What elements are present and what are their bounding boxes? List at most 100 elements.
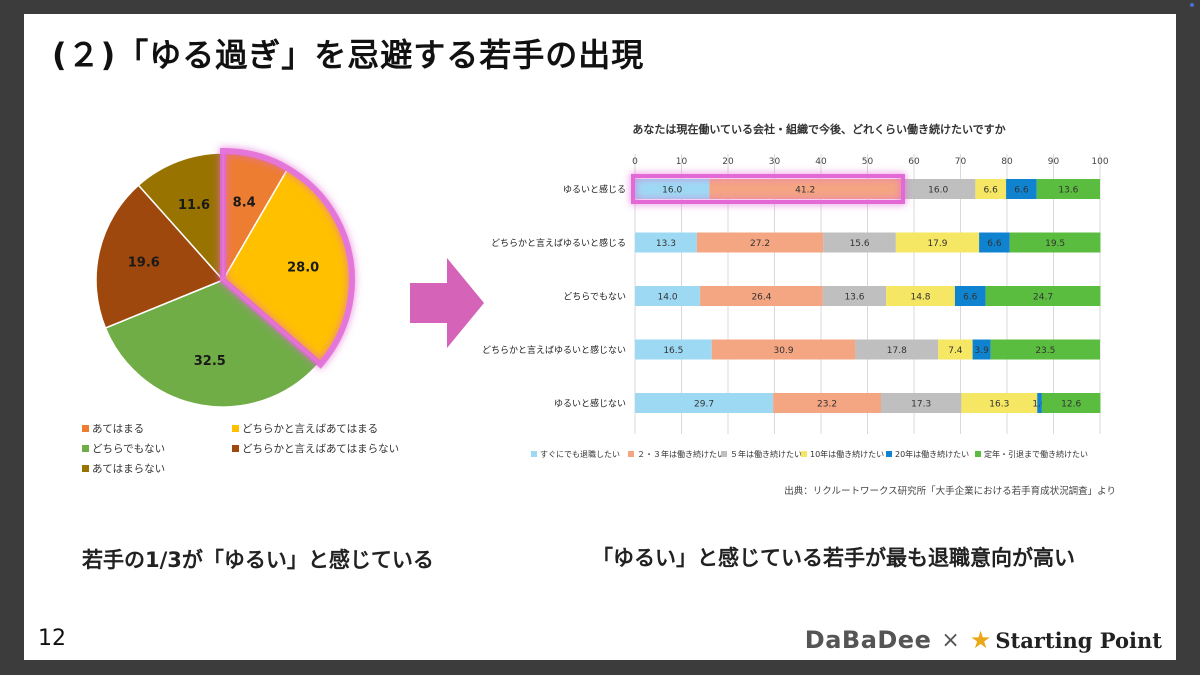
x-tick-label: 90 (1048, 157, 1060, 167)
pie-chart: 8.4 28.0 32.5 19.6 11.6 あてはまる どちらかと言えばあてはまるどち… (82, 147, 399, 475)
stacked-bar-chart: あなたは現在働いている会社・組織で今後、どれくらい働き続けたいですか 0 10 20… (482, 122, 1116, 497)
pie-slice-3 (104, 279, 321, 408)
bar-value-label: 19.5 (1045, 239, 1065, 249)
pie-legend-swatch-3 (82, 445, 89, 452)
bar-value-label: 30.9 (774, 346, 794, 356)
bar-value-label: 24.7 (1033, 293, 1053, 303)
bar-value-label: 6.6 (984, 186, 999, 196)
bar-segment (700, 286, 823, 306)
pie-legend-swatch-2 (232, 425, 239, 432)
bar-segment (696, 232, 824, 253)
bar-segment (886, 286, 955, 306)
bar-value-label: 13.6 (1058, 186, 1078, 196)
bar-value-label: 6.6 (987, 239, 1002, 249)
x-tick-label: 80 (1001, 157, 1013, 167)
bar-value-label: 29.7 (694, 400, 714, 410)
bar-segment (822, 286, 887, 306)
bar-value-label: 12.6 (1061, 400, 1081, 410)
bar-value-label: 14.0 (658, 293, 678, 303)
bar-caption: 「ゆるい」と感じている若手が最も退職意向が高い (592, 546, 1075, 570)
bar-legend-swatch (628, 451, 634, 457)
bar-legend-label: ２・３年は働き続けたい (637, 449, 725, 459)
pie-legend-label-1: あてはまる (92, 423, 144, 435)
bar-segment (895, 232, 980, 253)
bar-legend-label: すぐにでも退職したい (540, 450, 620, 459)
slide: (２)「ゆる過ぎ」を忌避する若手の出現 8.4 28.0 32.5 19.6 11.6 … (24, 14, 1176, 660)
bar-segment (880, 393, 962, 413)
pie-label-1: 8.4 (233, 196, 256, 211)
bar-segment (635, 286, 701, 306)
bar-segment (1009, 232, 1101, 253)
x-tick-label: 30 (769, 157, 781, 167)
source-note: 出典：リクルートワークス研究所「大手企業における若手育成状況調査」より (784, 485, 1116, 497)
bar-value-label: 14.8 (910, 293, 930, 303)
bar-value-label: 27.2 (750, 239, 770, 249)
bar-segment (635, 232, 697, 253)
pie-legend-label-4: どちらかと言えばあてはまらない (242, 442, 399, 455)
bar-legend-swatch (721, 451, 727, 457)
bar-segment (711, 339, 856, 360)
bar-value-label: 16.3 (989, 400, 1009, 410)
bar-category-label: ゆるいと感じない (554, 398, 626, 410)
pie-label-2: 28.0 (287, 261, 319, 276)
pie-slice-4 (95, 184, 225, 329)
bar-segment (985, 286, 1101, 306)
bar-segment (855, 339, 939, 360)
bar-value-label: 23.5 (1035, 346, 1055, 356)
bar-category-label: ゆるいと感じる (563, 184, 626, 196)
bar-segment (975, 179, 1007, 199)
x-tick-label: 50 (862, 157, 874, 167)
pie-legend-swatch-5 (82, 465, 89, 472)
bar-segment (1006, 179, 1037, 199)
bar-segment (1037, 393, 1042, 413)
bar-segment (709, 179, 901, 199)
x-tick-label: 10 (676, 157, 688, 167)
pie-label-5: 11.6 (178, 198, 210, 213)
bar-segment (938, 339, 973, 360)
bar-legend-label: 20年は働き続けたい (895, 449, 969, 459)
brand-logo: DaBaDee × ★ Starting Point (805, 626, 1162, 654)
bar-value-label: 17.9 (927, 239, 947, 249)
pie-slice-5 (137, 152, 224, 282)
bar-value-label: 26.4 (751, 293, 771, 303)
bar-value-label: 16.0 (662, 186, 682, 196)
bar-legend-label: 10年は働き続けたい (810, 449, 884, 459)
corner-indicator (1190, 3, 1194, 7)
x-tick-label: 60 (908, 157, 920, 167)
bar-value-label: 6.6 (963, 293, 978, 303)
x-tick-label: 100 (1091, 157, 1108, 167)
x-tick-label: 40 (815, 157, 827, 167)
pie-legend-label-3: どちらでもない (92, 443, 165, 455)
pie-label-3: 32.5 (194, 354, 226, 369)
bar-value-label: 13.6 (844, 293, 864, 303)
bar-segment (823, 232, 896, 253)
bar-segment (900, 179, 976, 199)
pie-legend-label-2: どちらかと言えばあてはまる (242, 422, 378, 435)
pie-label-4: 19.6 (128, 256, 160, 271)
bar-value-label: 1.0 (1032, 400, 1047, 410)
slide-title: (２)「ゆる過ぎ」を忌避する若手の出現 (52, 36, 645, 74)
page-number: 12 (38, 626, 66, 651)
bar-legend-label: ５年は働き続けたい (730, 449, 802, 459)
bar-segment (954, 286, 986, 306)
bar-segment (635, 393, 774, 413)
bar-legend-label: 定年・引退まで働き続けたい (984, 449, 1088, 459)
x-tick-label: 70 (955, 157, 967, 167)
bar-value-label: 17.3 (911, 400, 931, 410)
bar-legend-swatch (801, 451, 807, 457)
bar-segment (979, 232, 1010, 253)
bar-value-label: 6.6 (1014, 186, 1029, 196)
bar-highlight (631, 174, 905, 204)
bar-value-label: 23.2 (817, 400, 837, 410)
logo-separator: × (941, 627, 960, 653)
x-tick-label: 0 (632, 157, 638, 167)
pie-highlight (220, 147, 355, 369)
bar-segment (635, 179, 710, 199)
bar-value-label: 16.5 (663, 346, 683, 356)
bar-legend-swatch (531, 451, 537, 457)
starting-point-logo: Starting Point (995, 627, 1162, 653)
x-tick-label: 20 (722, 157, 734, 167)
bar-segment (990, 339, 1100, 360)
bar-segment (773, 393, 881, 413)
dabadee-logo: DaBaDee (804, 626, 932, 654)
